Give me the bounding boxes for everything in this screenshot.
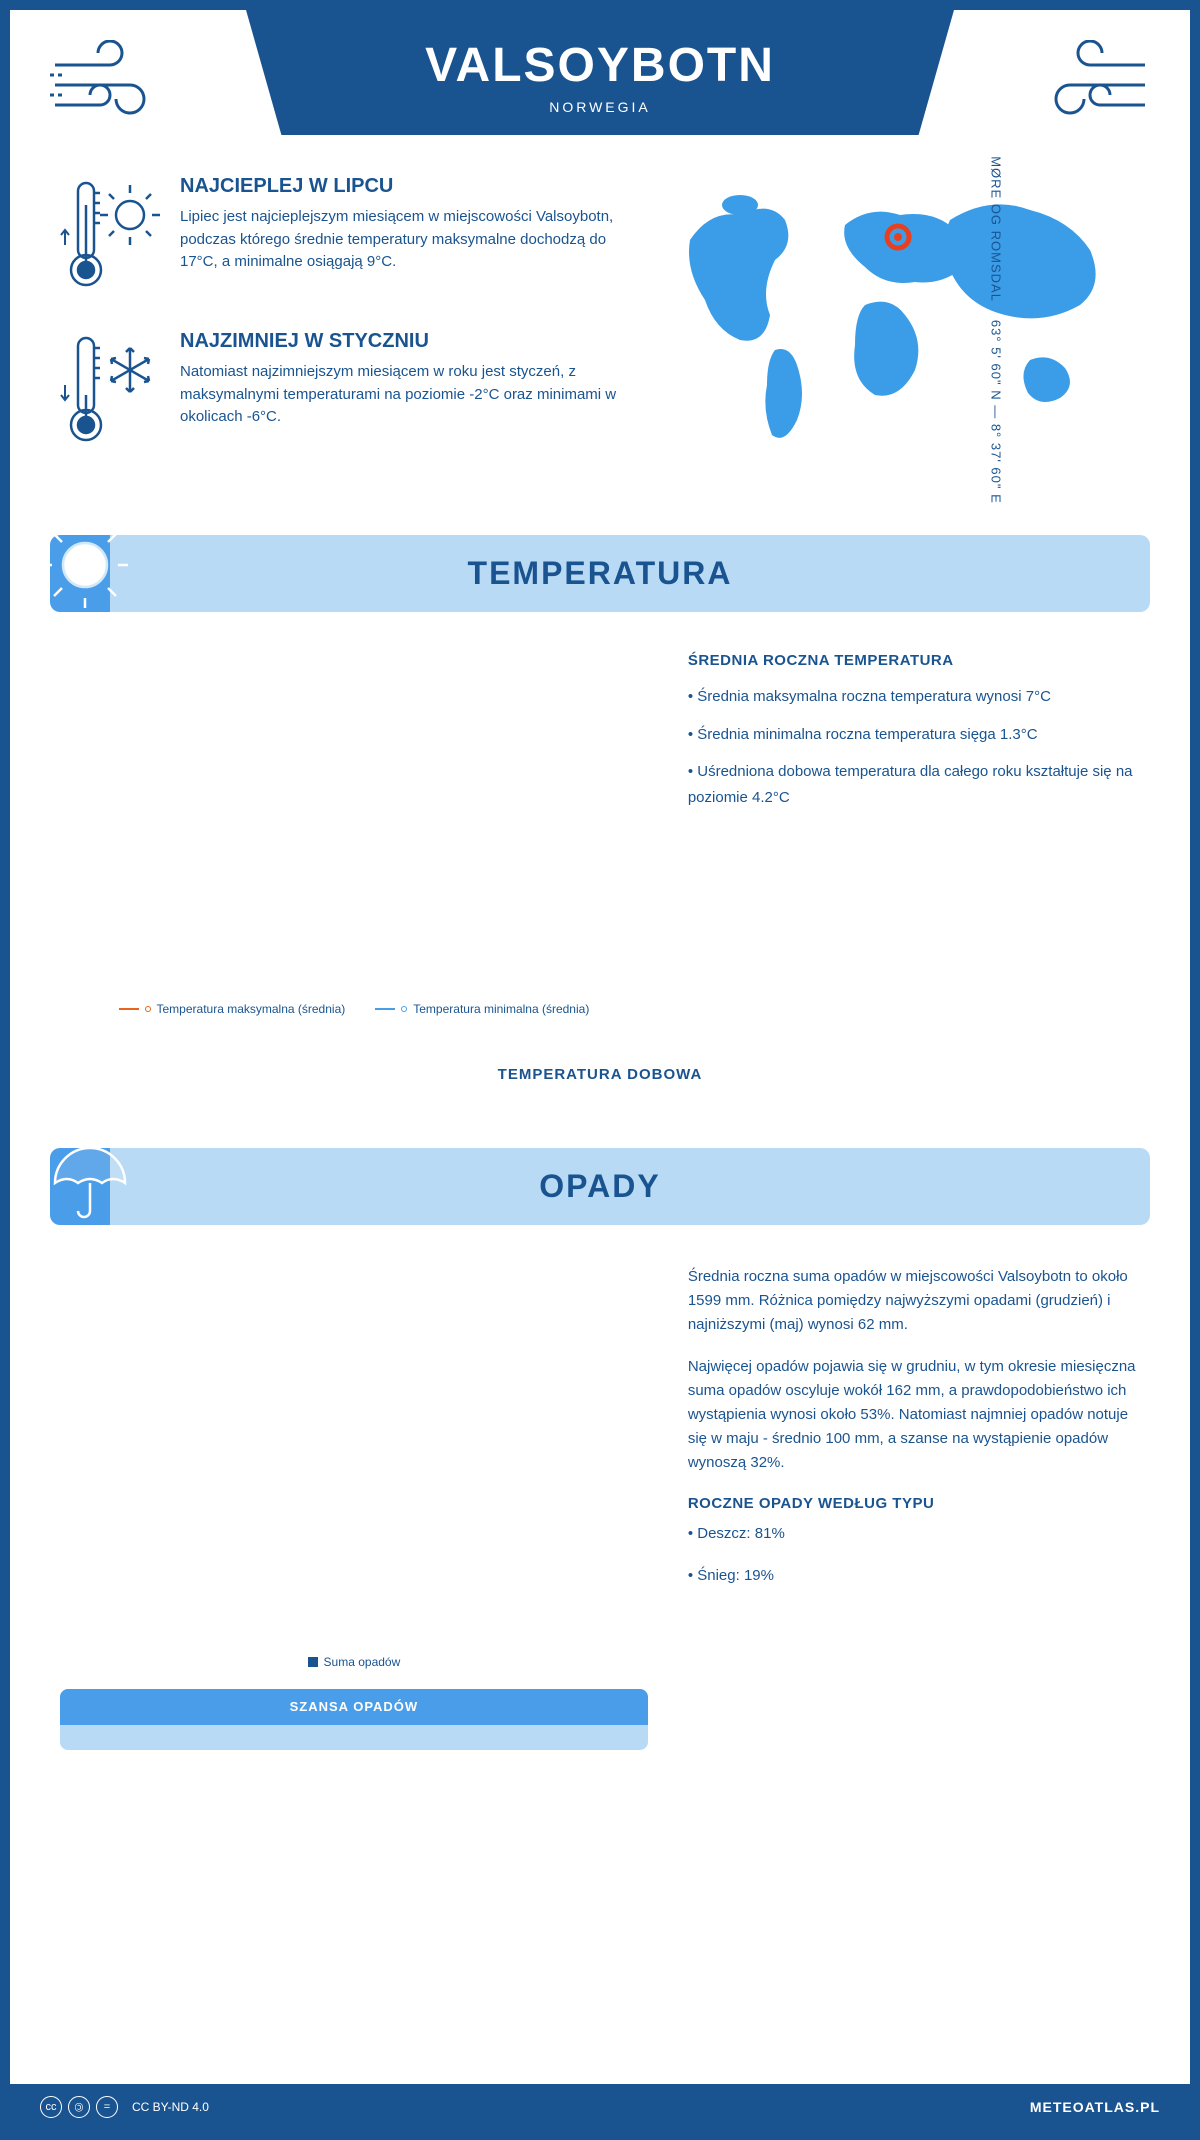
- coldest-title: NAJZIMNIEJ W STYCZNIU: [180, 330, 620, 353]
- opady-section-header: OPADY: [50, 1148, 1150, 1225]
- footer: cc 🄯 = CC BY-ND 4.0 METEOATLAS.PL: [10, 2084, 1190, 2130]
- coldest-info: NAJZIMNIEJ W STYCZNIU Natomiast najzimni…: [60, 330, 620, 455]
- precipitation-bar-chart: [60, 1265, 648, 1645]
- thermometer-sun-icon: [60, 175, 160, 300]
- warmest-body: Lipiec jest najcieplejszym miesiącem w m…: [180, 206, 620, 274]
- precipitation-chance-box: SZANSA OPADÓW: [60, 1689, 648, 1750]
- header-banner: VALSOYBOTN NORWEGIA: [246, 10, 954, 135]
- opady-heading: OPADY: [70, 1168, 1130, 1205]
- coldest-body: Natomiast najzimniejszym miesiącem w rok…: [180, 361, 620, 429]
- temperatura-section-header: TEMPERATURA: [50, 535, 1150, 612]
- wind-deco-left: [50, 40, 180, 135]
- warmest-title: NAJCIEPLEJ W LIPCU: [180, 175, 620, 198]
- location-title: VALSOYBOTN: [246, 38, 954, 93]
- wind-deco-right: [1020, 40, 1150, 135]
- warmest-info: NAJCIEPLEJ W LIPCU Lipiec jest najcieple…: [60, 175, 620, 300]
- temp-legend: Temperatura maksymalna (średnia) Tempera…: [60, 1002, 648, 1016]
- precip-legend: Suma opadów: [60, 1655, 648, 1669]
- sun-icon: [40, 520, 130, 615]
- temperature-line-chart: [60, 652, 648, 992]
- annual-temp-info: ŚREDNIA ROCZNA TEMPERATURA • Średnia mak…: [688, 652, 1140, 1016]
- thermometer-snow-icon: [60, 330, 160, 455]
- cc-license-icons: cc 🄯 = CC BY-ND 4.0: [40, 2096, 209, 2118]
- world-map: MØRE OG ROMSDAL 63° 5' 60" N — 8° 37' 60…: [660, 175, 1140, 485]
- location-country: NORWEGIA: [246, 99, 954, 115]
- precipitation-text: Średnia roczna suma opadów w miejscowośc…: [688, 1265, 1140, 1770]
- coords-text: MØRE OG ROMSDAL 63° 5' 60" N — 8° 37' 60…: [989, 156, 1004, 504]
- site-name: METEOATLAS.PL: [1030, 2099, 1160, 2115]
- umbrella-icon: [40, 1133, 130, 1228]
- dobowa-title: TEMPERATURA DOBOWA: [10, 1066, 1190, 1083]
- temperatura-heading: TEMPERATURA: [70, 555, 1130, 592]
